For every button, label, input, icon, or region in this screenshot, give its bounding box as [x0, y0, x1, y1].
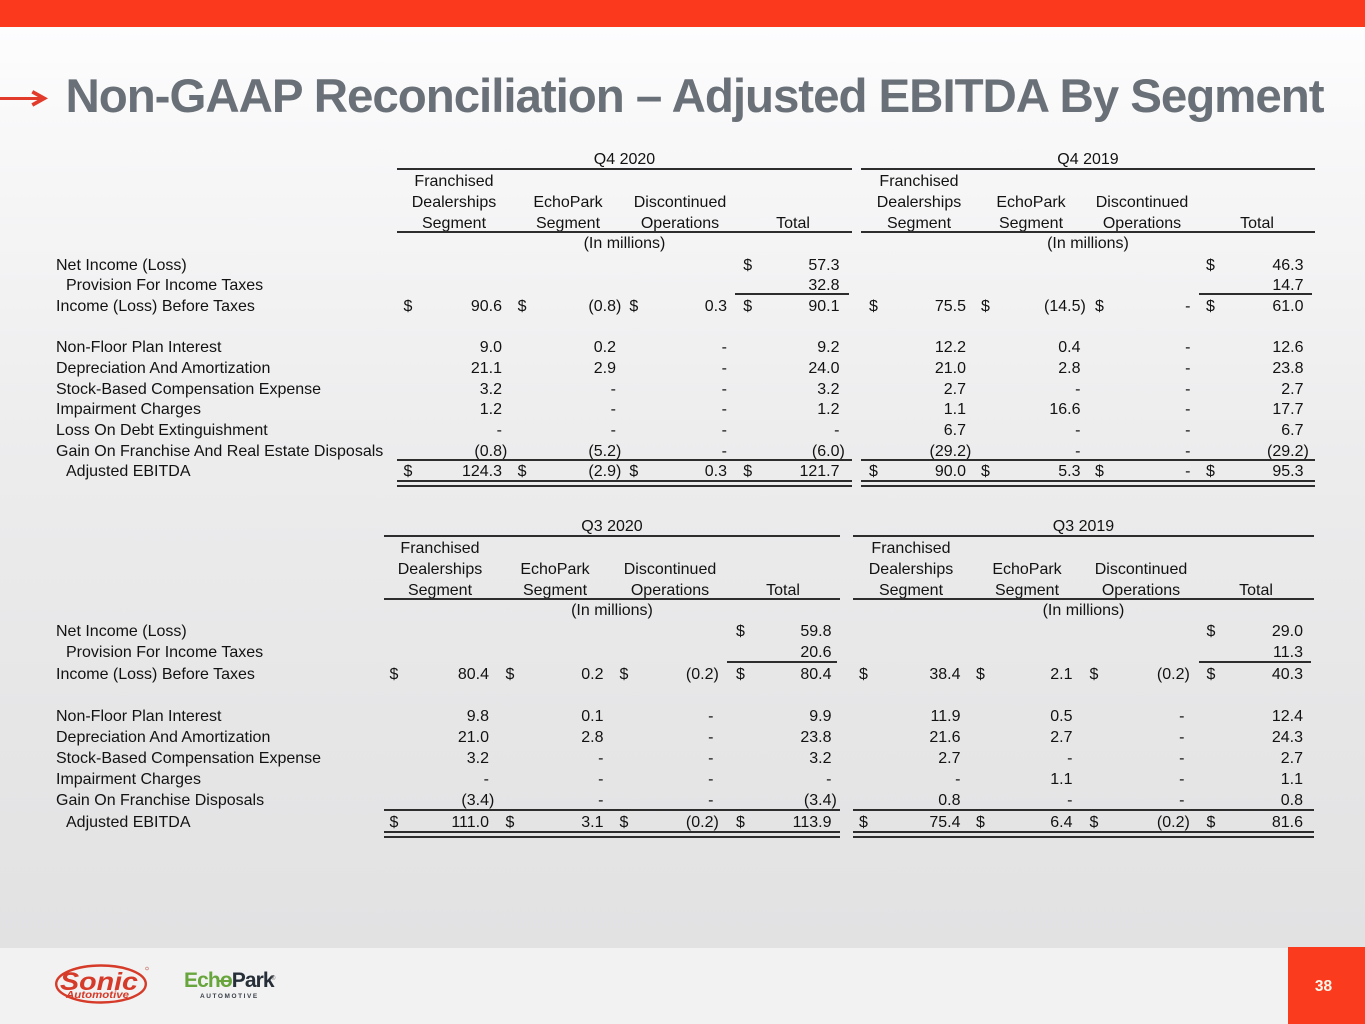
svg-text:Automotive: Automotive: [65, 989, 129, 1001]
svg-text:Sonic: Sonic: [60, 968, 138, 996]
